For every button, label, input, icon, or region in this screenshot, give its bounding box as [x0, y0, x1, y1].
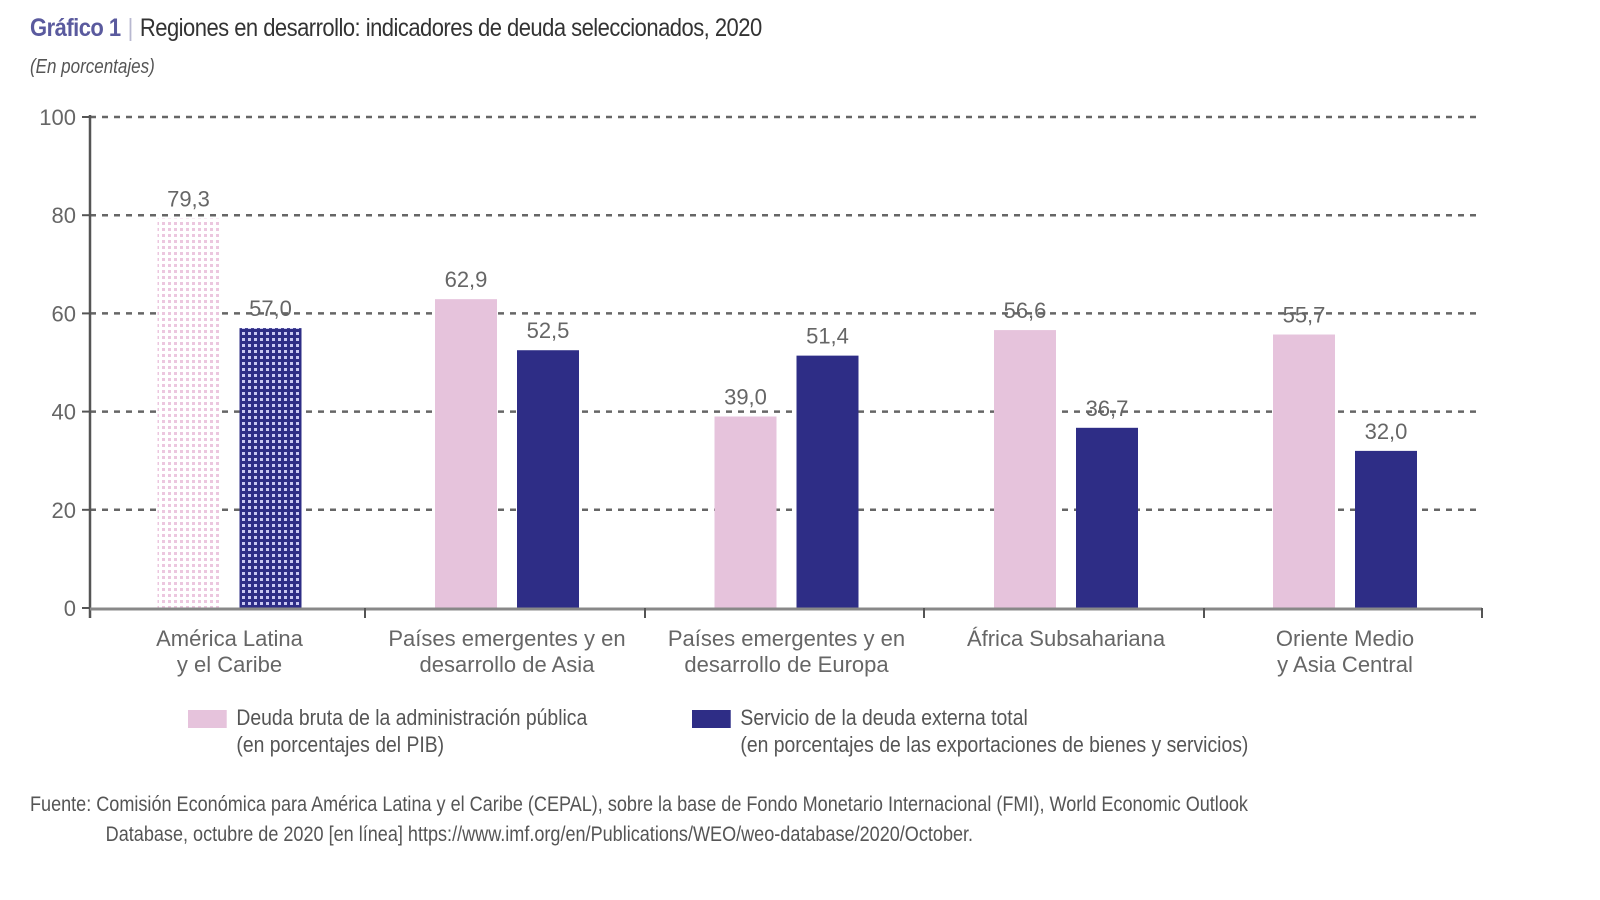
data-label: 56,6 [1004, 298, 1047, 323]
data-label: 55,7 [1283, 303, 1326, 328]
bar-gross-debt [714, 416, 777, 608]
data-label: 57,0 [249, 296, 292, 321]
y-tick-label: 100 [39, 105, 76, 130]
x-category-label: desarrollo de Europa [684, 652, 889, 677]
x-category-label: Oriente Medio [1276, 626, 1414, 651]
legend-item-gross-debt: Deuda bruta de la administración pública… [188, 704, 587, 758]
source-line-1: Fuente: Comisión Económica para América … [30, 793, 1248, 816]
gridlines [90, 115, 1482, 512]
y-tick-label: 60 [52, 301, 76, 326]
chart-subtitle: (En porcentajes) [30, 56, 155, 78]
y-tick-label: 20 [52, 498, 76, 523]
legend-label-line1: Deuda bruta de la administración pública [236, 705, 588, 730]
y-tick-label: 80 [52, 203, 76, 228]
data-label: 32,0 [1365, 419, 1408, 444]
bar-debt-service [239, 328, 302, 608]
bar-gross-debt [157, 218, 220, 608]
bar-gross-debt [994, 330, 1056, 608]
source-line-2: Database, octubre de 2020 [en línea] htt… [105, 823, 974, 846]
data-label: 39,0 [724, 385, 767, 410]
data-label: 79,3 [167, 187, 210, 212]
y-tick-label: 0 [64, 596, 76, 621]
legend-label-line2: (en porcentajes del PIB) [236, 732, 445, 757]
legend-label-line2: (en porcentajes de las exportaciones de … [740, 732, 1249, 757]
data-label: 51,4 [806, 324, 849, 349]
x-category-label: y Asia Central [1277, 652, 1413, 677]
x-category-label: Países emergentes y en [388, 626, 625, 651]
legend-swatch-pink [188, 710, 227, 728]
bars [157, 218, 1417, 608]
legend-label-line1: Servicio de la deuda externa total [740, 705, 1028, 730]
title-text: Regiones en desarrollo: indicadores de d… [139, 14, 762, 42]
data-label: 36,7 [1086, 396, 1129, 421]
figure-number: Gráfico 1 [30, 14, 121, 42]
bar-debt-service [1076, 427, 1138, 608]
legend-swatch-navy [692, 710, 731, 728]
bar-gross-debt [435, 299, 497, 608]
x-category-label: América Latina [156, 626, 304, 651]
x-category-label: Países emergentes y en [668, 626, 905, 651]
x-category-label: África Subsahariana [967, 626, 1166, 651]
bar-gross-debt [1273, 334, 1335, 608]
x-category-label: y el Caribe [177, 652, 282, 677]
bar-debt-service [796, 355, 859, 608]
source-note: Fuente: Comisión Económica para América … [30, 790, 1248, 850]
y-tick-label: 40 [52, 400, 76, 425]
data-label: 62,9 [445, 267, 488, 292]
legend-item-debt-service: Servicio de la deuda externa total (en p… [692, 704, 1248, 758]
chart-title: Gráfico 1 | Regiones en desarrollo: indica… [30, 14, 762, 43]
bar-debt-service [1355, 450, 1417, 608]
title-separator: | [127, 14, 134, 42]
bar-debt-service [517, 350, 579, 608]
x-category-label: desarrollo de Asia [420, 652, 596, 677]
axes [82, 115, 1483, 618]
data-label: 52,5 [527, 318, 570, 343]
